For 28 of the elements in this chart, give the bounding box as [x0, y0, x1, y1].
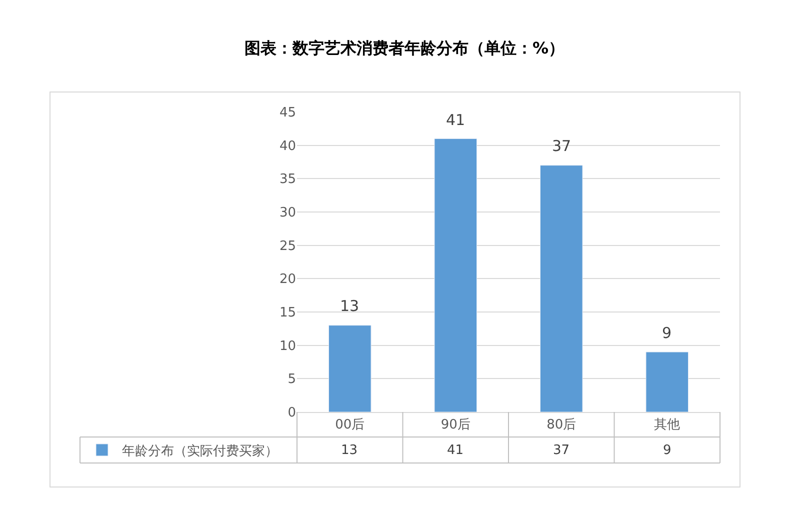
- y-tick-label: 0: [288, 406, 296, 421]
- y-tick-label: 45: [279, 106, 296, 121]
- x-tick-label: 80后: [546, 418, 576, 433]
- data-label: 41: [446, 111, 466, 129]
- text: 9: [663, 443, 672, 458]
- bar: [328, 325, 372, 412]
- y-tick-label: 40: [279, 138, 296, 154]
- legend-label: 年龄分布（实际付费买家）: [122, 443, 278, 460]
- bar: [646, 352, 689, 412]
- bar: [434, 138, 478, 412]
- text: 41: [447, 443, 464, 458]
- y-tick-label: 35: [279, 172, 296, 188]
- chart-title: 图表：数字艺术消费者年龄分布（单位：%）: [244, 38, 565, 58]
- y-tick-label: 30: [279, 206, 296, 221]
- data-label: 37: [552, 137, 572, 155]
- x-tick-label: 90后: [440, 418, 470, 433]
- x-tick-label: 00后: [335, 418, 365, 433]
- text: 13: [341, 443, 358, 458]
- y-tick-label: 10: [279, 338, 296, 354]
- y-tick-label: 15: [279, 306, 296, 321]
- text: 37: [553, 443, 570, 458]
- y-tick-label: 5: [288, 372, 296, 388]
- y-tick-label: 25: [279, 238, 296, 254]
- bar: [540, 165, 583, 412]
- data-label: 13: [340, 297, 360, 315]
- y-tick-label: 20: [279, 272, 296, 288]
- data-label: 9: [662, 324, 672, 342]
- x-tick-label: 其他: [654, 418, 680, 433]
